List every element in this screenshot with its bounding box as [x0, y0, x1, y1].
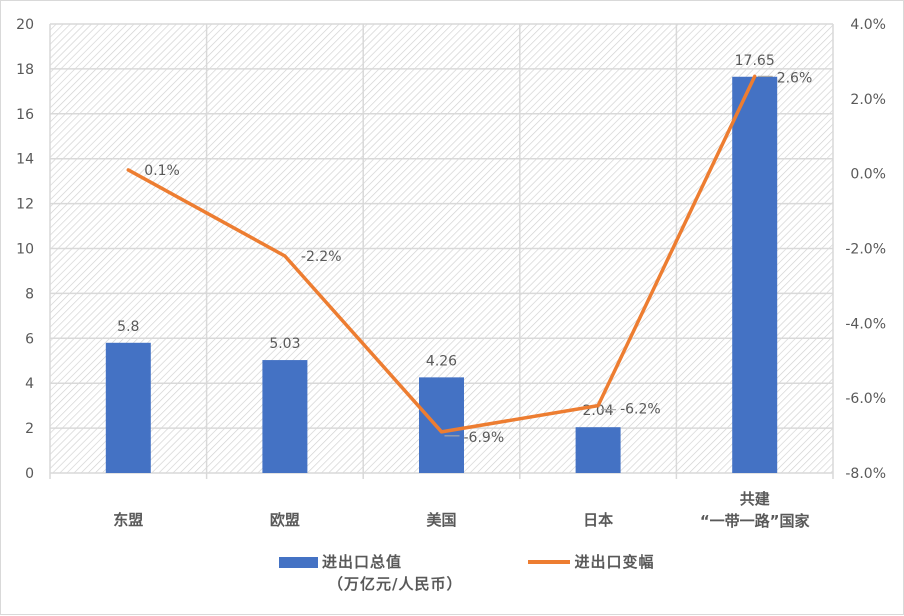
left-axis-tick-label: 8	[25, 286, 34, 302]
line-swatch-icon	[528, 560, 571, 564]
legend-line-label: 进出口变幅	[574, 553, 655, 571]
right-axis-tick-label: 4.0%	[850, 17, 886, 33]
legend: 进出口总值 （万亿元/人民币） 进出口变幅	[279, 551, 655, 595]
line-value-label: -6.9%	[464, 430, 505, 446]
line-value-label: 0.1%	[144, 163, 180, 179]
bar	[262, 360, 308, 473]
bar-series	[105, 76, 778, 473]
left-y-axis: 0 2 4 6 8 10 12 14 16 18 20	[16, 17, 34, 482]
category-label: 东盟	[113, 511, 143, 529]
bar	[732, 76, 778, 473]
x-axis-categories: 东盟 欧盟 美国 日本 共建 “一带一路”国家	[113, 490, 809, 530]
right-y-axis: -8.0% -6.0% -4.0% -2.0% 0.0% 2.0% 4.0%	[845, 17, 886, 482]
right-axis-tick-label: -2.0%	[845, 242, 886, 258]
left-axis-tick-label: 16	[16, 107, 34, 123]
left-axis-tick-label: 2	[25, 421, 34, 437]
legend-bar-label: 进出口总值	[322, 553, 403, 571]
line-value-label: -2.2%	[301, 249, 342, 265]
right-axis-tick-label: 0.0%	[850, 167, 886, 183]
right-axis-tick-label: 2.0%	[850, 92, 886, 108]
left-axis-tick-label: 12	[16, 197, 34, 213]
category-label: 日本	[583, 511, 613, 529]
category-label: 共建	[740, 490, 771, 508]
category-label: 欧盟	[270, 511, 300, 529]
line-value-label: -6.2%	[620, 402, 661, 418]
bar	[105, 342, 151, 473]
bar-swatch-icon	[279, 557, 318, 568]
left-axis-tick-label: 14	[16, 152, 34, 168]
bar	[419, 377, 464, 473]
bar-value-label: 5.03	[269, 336, 300, 352]
line-series	[126, 74, 757, 434]
bar	[575, 427, 621, 473]
line-path	[126, 74, 757, 434]
left-axis-tick-label: 20	[16, 17, 34, 33]
left-axis-tick-label: 0	[25, 466, 34, 482]
line-value-label: 2.6%	[777, 70, 813, 86]
category-label: “一带一路”国家	[700, 512, 810, 530]
bar-value-label: 17.65	[735, 53, 775, 69]
right-axis-tick-label: -4.0%	[845, 316, 886, 332]
category-label: 美国	[426, 511, 456, 529]
bar-value-label: 4.26	[426, 353, 457, 369]
right-axis-tick-label: -6.0%	[845, 391, 886, 407]
bar-value-label: 5.8	[117, 319, 139, 335]
left-axis-tick-label: 4	[25, 376, 34, 392]
legend-item-bar[interactable]: 进出口总值 （万亿元/人民币）	[279, 551, 462, 595]
right-axis-tick-label: -8.0%	[845, 466, 886, 482]
legend-bar-unit: （万亿元/人民币）	[328, 575, 463, 593]
line-data-labels: 0.1% -2.2% -6.9% -6.2% 2.6%	[144, 70, 812, 445]
left-axis-tick-label: 10	[16, 242, 34, 258]
legend-item-line[interactable]: 进出口变幅	[528, 551, 654, 595]
left-axis-tick-label: 6	[25, 331, 34, 347]
left-axis-tick-label: 18	[16, 62, 34, 78]
